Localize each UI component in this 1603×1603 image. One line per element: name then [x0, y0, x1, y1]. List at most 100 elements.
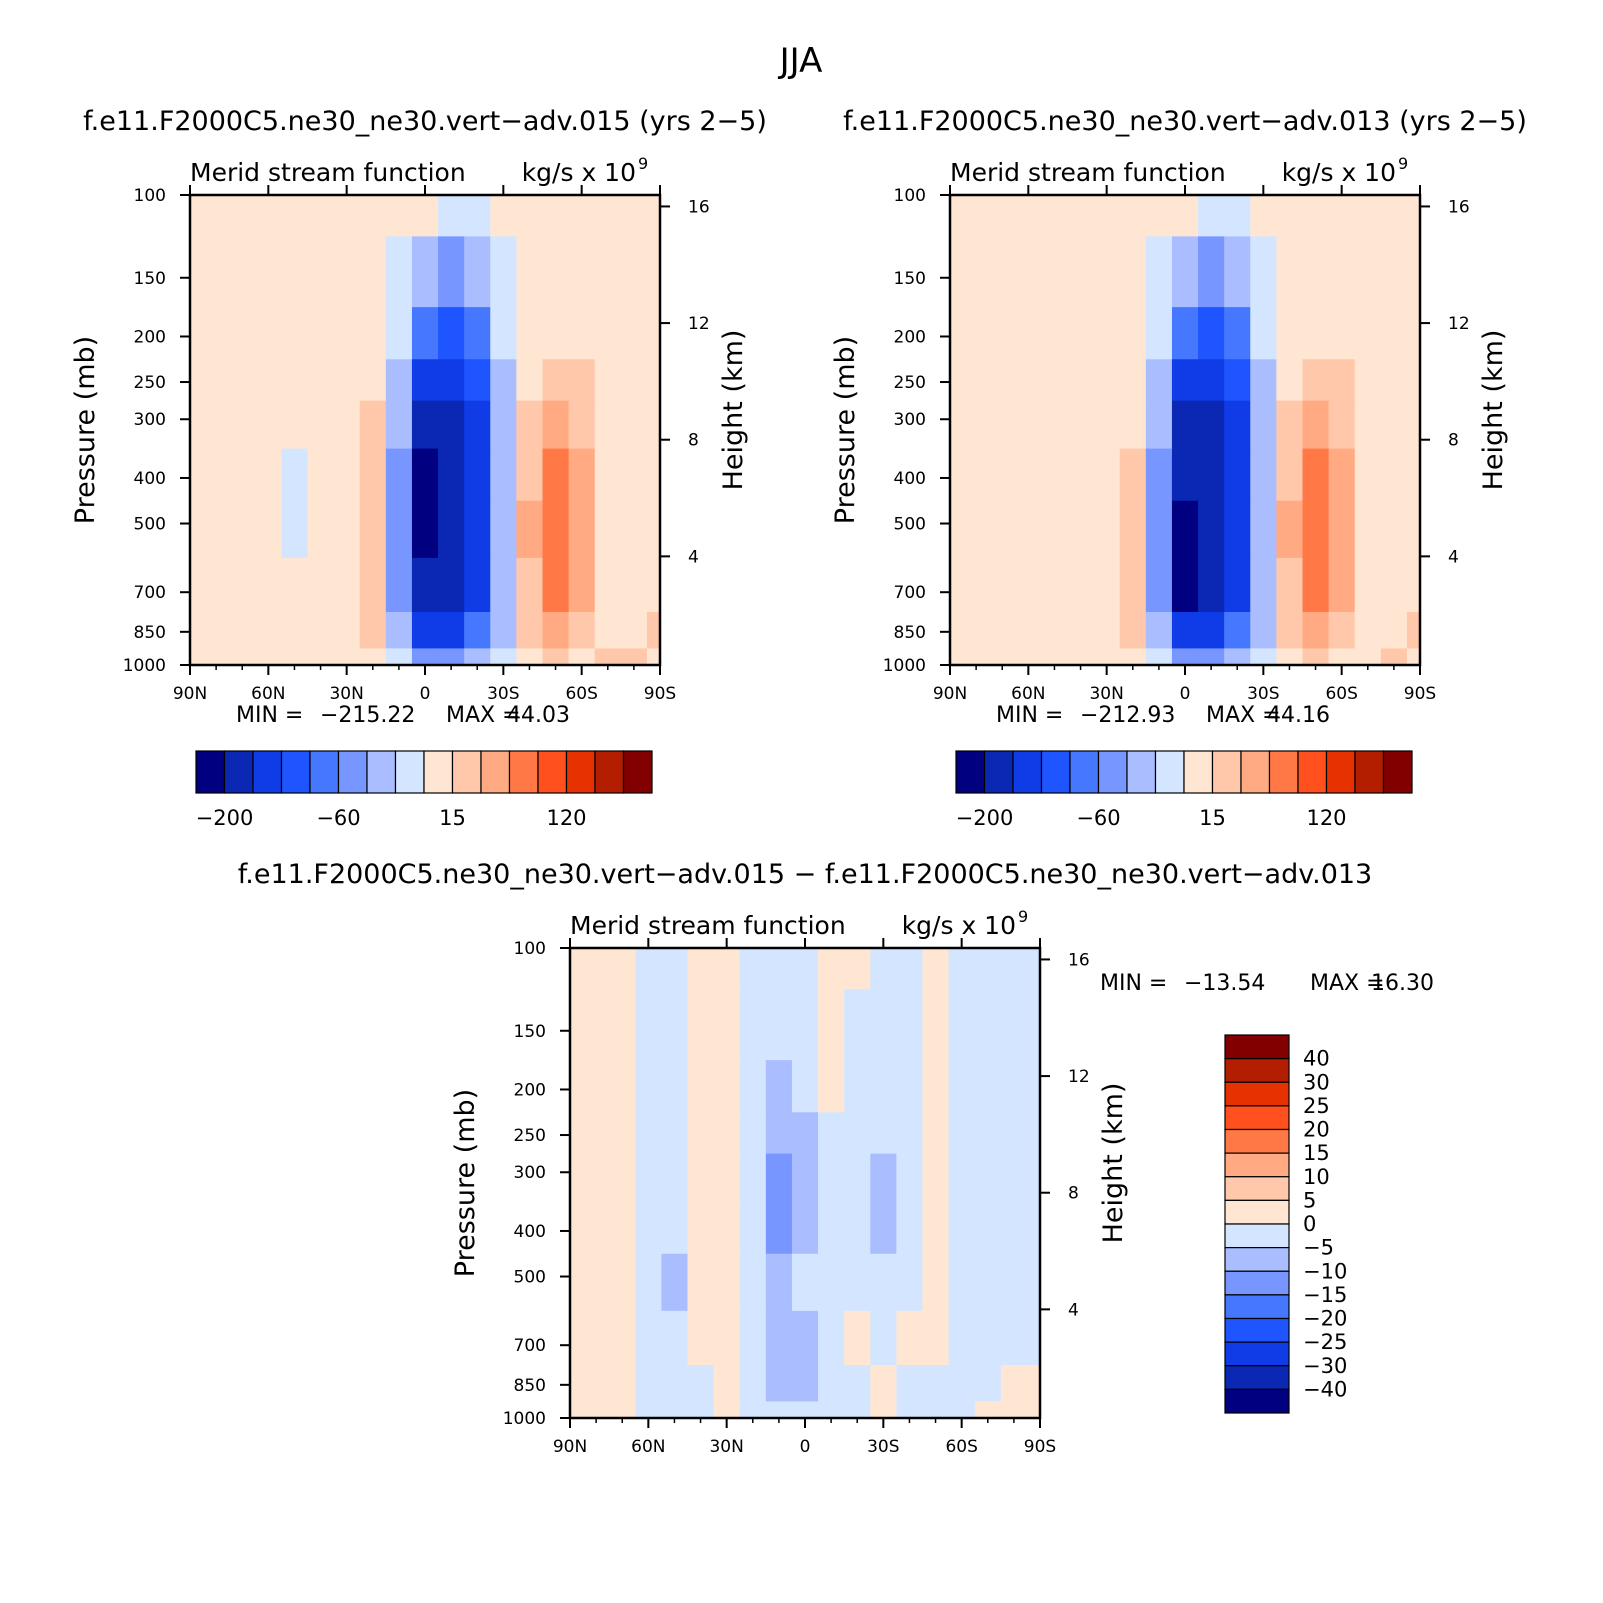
field-cell: [713, 989, 741, 1061]
x-tick-label: 90S: [1024, 1437, 1056, 1457]
field-cell: [620, 648, 648, 666]
y-tick-label: 150: [134, 269, 166, 289]
field-cell: [713, 1201, 741, 1255]
field-cell: [687, 1112, 715, 1155]
field-cell: [281, 557, 309, 613]
field-cell: [1171, 648, 1199, 666]
field-cell: [989, 500, 1016, 559]
field-cell: [516, 400, 544, 450]
case-title: f.e11.F2000C5.ne30_ne30.vert−adv.015 − f…: [238, 859, 1373, 890]
field-cell: [229, 307, 256, 360]
field-cell: [568, 236, 596, 308]
field-cell: [1000, 1310, 1028, 1366]
field-cell: [950, 307, 964, 360]
field-cell: [1406, 612, 1421, 650]
field-cell: [646, 557, 661, 613]
case-title: f.e11.F2000C5.ne30_ne30.vert−adv.013 (yr…: [843, 106, 1527, 137]
field-cell: [516, 307, 544, 360]
field-cell: [1119, 557, 1147, 613]
units-label: kg/s x 10: [1282, 158, 1396, 187]
field-cell: [203, 500, 230, 559]
field-cell: [609, 1365, 636, 1403]
field-cell: [1119, 648, 1147, 666]
field-cell: [1119, 307, 1147, 360]
units-label: kg/s x 10: [522, 158, 636, 187]
field-cell: [713, 948, 741, 990]
field-cell: [739, 1253, 767, 1312]
colorbar-box: [1012, 750, 1043, 794]
field-cell: [739, 1060, 767, 1113]
field-cell: [1302, 448, 1330, 502]
field-cell: [844, 1112, 871, 1155]
field-cell: [1000, 1112, 1028, 1155]
field-cell: [661, 1310, 689, 1366]
field-cell: [818, 1365, 845, 1403]
colorbar-box: [451, 750, 482, 794]
field-cell: [713, 1365, 741, 1403]
field-cell: [922, 1401, 950, 1419]
field-cell: [1302, 612, 1330, 650]
field-cell: [635, 1310, 662, 1366]
field-cell: [1198, 400, 1225, 450]
field-cell: [896, 948, 924, 990]
units-label: kg/s x 10: [902, 911, 1016, 940]
field-cell: [1406, 400, 1421, 450]
field-cell: [661, 1201, 689, 1255]
field-cell: [1406, 648, 1421, 666]
colorbar-box: [366, 750, 397, 794]
field-cell: [1354, 612, 1382, 650]
field-cell: [922, 1365, 950, 1403]
colorbar-box: [1097, 750, 1128, 794]
field-cell: [1250, 448, 1277, 502]
field-cell: [229, 500, 256, 559]
field-cell: [203, 195, 230, 237]
field-cell: [542, 359, 570, 402]
field-cell: [385, 359, 413, 402]
panels: f.e11.F2000C5.ne30_ne30.vert−adv.015 (yr…: [70, 106, 1527, 1457]
field-cell: [1041, 557, 1069, 613]
field-cell: [1067, 500, 1095, 559]
field-cell: [739, 1401, 767, 1419]
field-cell: [307, 612, 335, 650]
max-value: 44.16: [1267, 703, 1330, 728]
field-cell: [1093, 648, 1121, 666]
colorbar-box: [1183, 750, 1214, 794]
field-cell: [765, 1060, 793, 1113]
field-cell: [609, 1201, 636, 1255]
x-tick-label: 90S: [1404, 684, 1436, 704]
field-cell: [464, 236, 491, 308]
field-cell: [948, 1153, 976, 1203]
field-cell: [950, 236, 964, 308]
colorbar-box: [565, 750, 596, 794]
field-cell: [255, 448, 282, 502]
field-cell: [1041, 500, 1069, 559]
field-cell: [1198, 612, 1225, 650]
field-cell: [190, 500, 204, 559]
field-cell: [791, 1365, 819, 1403]
field-cell: [646, 195, 661, 237]
colorbar-box: [1224, 1105, 1290, 1131]
field-cell: [609, 989, 636, 1061]
field-cell: [516, 236, 544, 308]
field-cell: [635, 989, 662, 1061]
field-cell: [1380, 648, 1408, 666]
field-cell: [411, 400, 439, 450]
min-max-stats: MIN = −13.54 MAX =16.30: [1100, 971, 1434, 996]
x-tick-label: 30N: [329, 684, 363, 704]
field-cell: [594, 307, 622, 360]
field-cell: [896, 1253, 924, 1312]
field-cell: [635, 1112, 662, 1155]
colorbar-label: 40: [1303, 1047, 1330, 1071]
x-tick-label: 90N: [553, 1437, 587, 1457]
field-cell: [1000, 1153, 1028, 1203]
y-tick-label: 850: [894, 623, 926, 643]
field-cell: [594, 448, 622, 502]
field-cell: [1145, 448, 1173, 502]
field-cell: [791, 1060, 819, 1113]
field-cell: [385, 557, 413, 613]
colorbar-box: [337, 750, 368, 794]
field-cell: [1171, 557, 1199, 613]
field-cell: [1250, 400, 1277, 450]
x-tick-label: 60S: [1325, 684, 1357, 704]
colorbar-box: [1224, 1341, 1290, 1367]
